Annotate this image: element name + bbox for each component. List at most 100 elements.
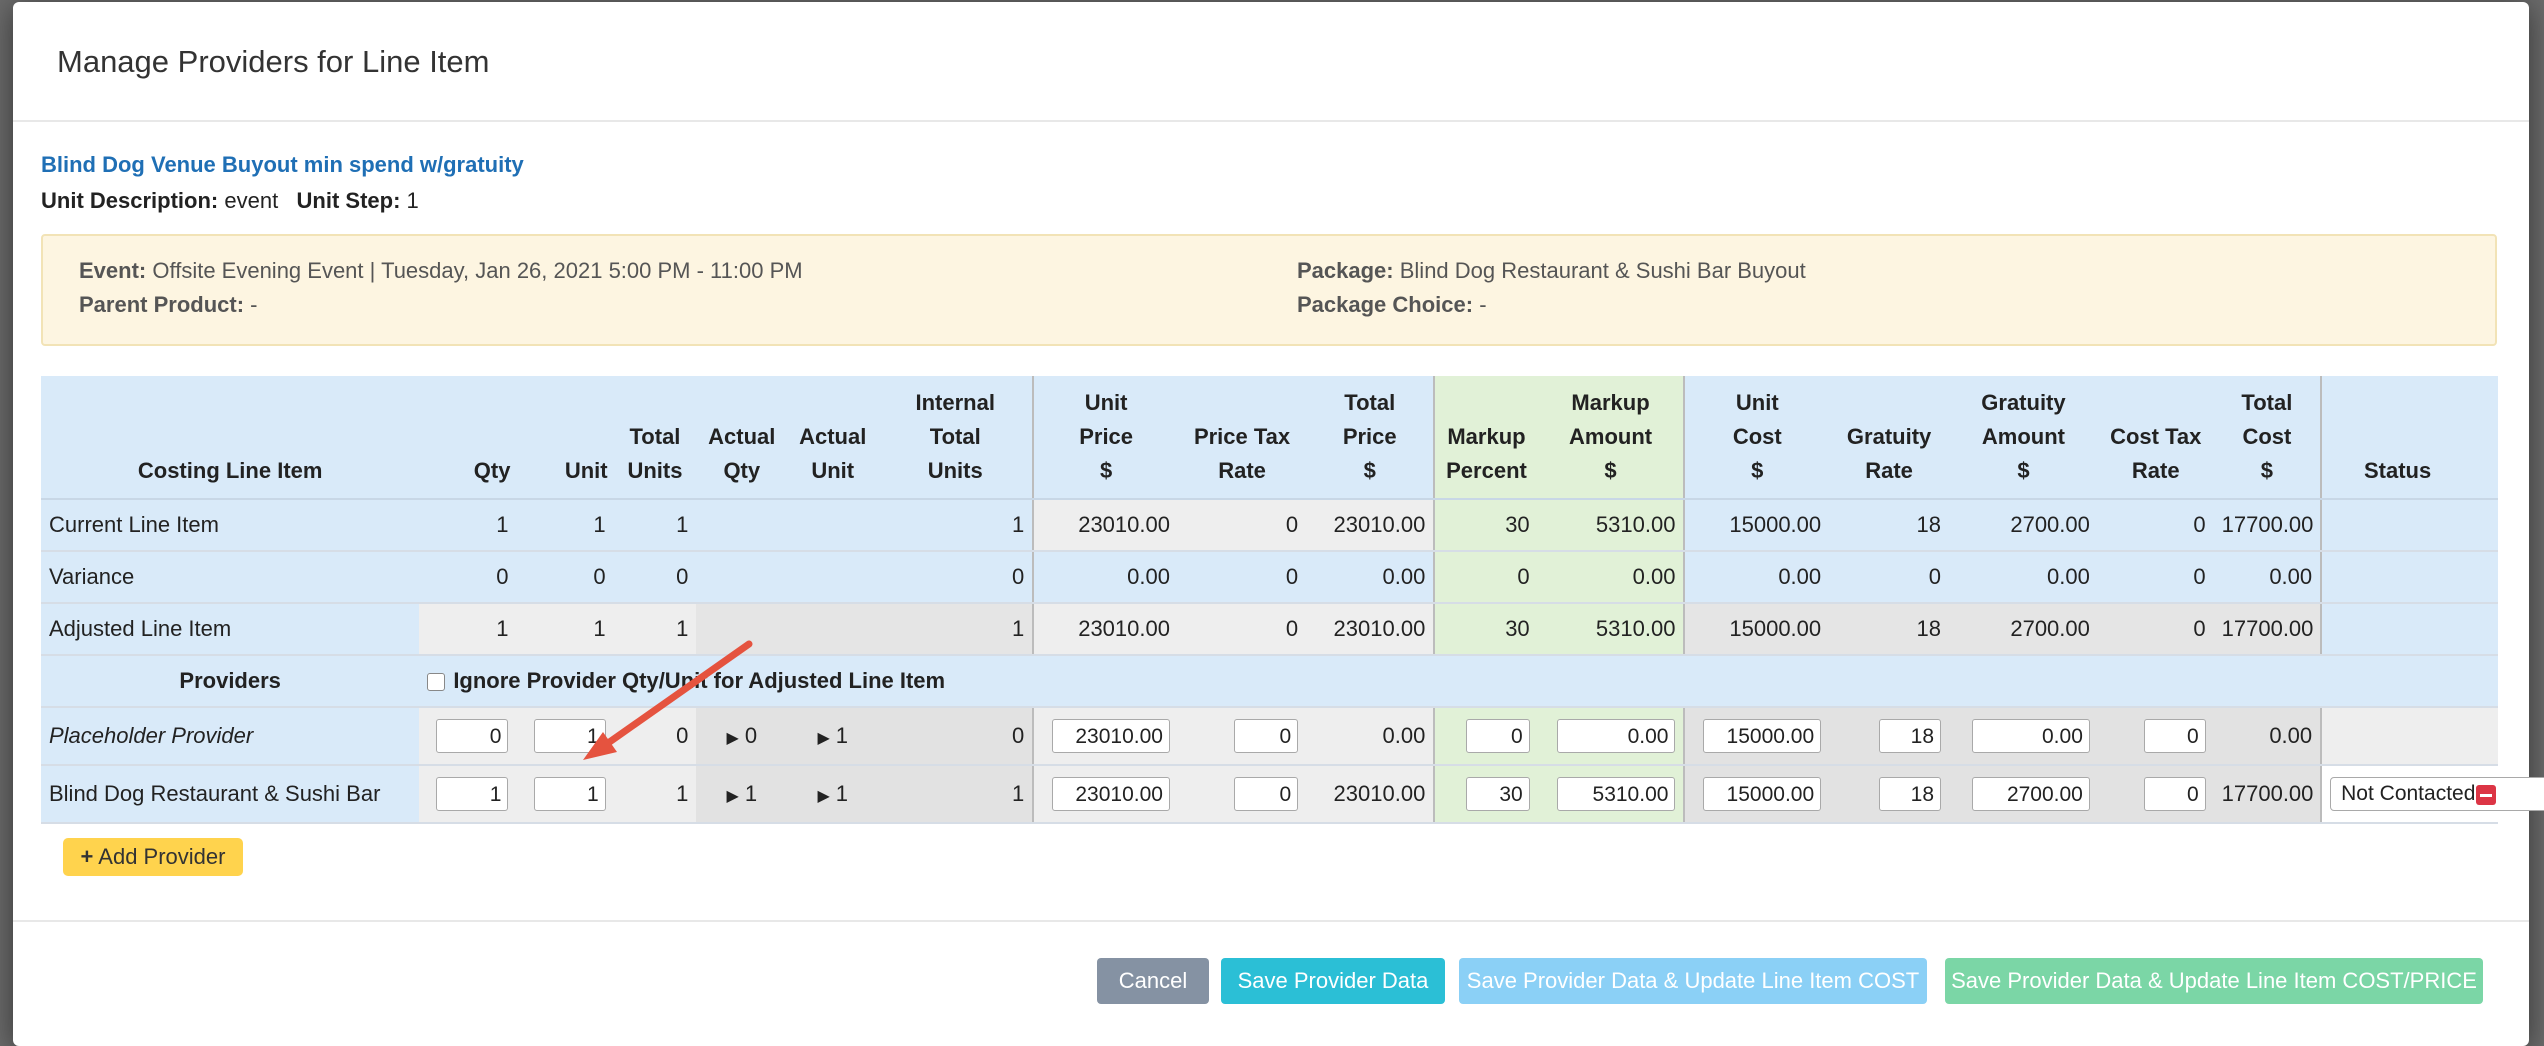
package-choice-value: -: [1479, 292, 1487, 317]
provider-markup-pct-input[interactable]: 0: [1465, 719, 1530, 753]
cell-cost-tax: 0: [2097, 603, 2214, 656]
event-info: Event: Offsite Evening Event | Tuesday, …: [79, 258, 803, 284]
provider-markup-pct-input[interactable]: 30: [1465, 777, 1530, 811]
save-update-cost-button[interactable]: Save Provider Data & Update Line Item CO…: [1459, 958, 1927, 1004]
provider-qty-input[interactable]: 1: [436, 777, 509, 811]
cell-total-cost: 17700.00: [2213, 603, 2322, 656]
provider-unit-input[interactable]: 1: [533, 719, 606, 753]
caret-right-icon: ▶: [726, 730, 739, 747]
col-total-price: Total Price $: [1306, 376, 1435, 500]
cell-grat-amt: 2700.00: [1949, 603, 2098, 656]
cell-total-price: 0.00: [1306, 551, 1435, 604]
provider-unit-price-input[interactable]: 23010.00: [1051, 719, 1170, 753]
cell-price-tax: 0: [1177, 551, 1307, 604]
ignore-provider-checkbox[interactable]: [427, 673, 446, 692]
provider-actual-unit[interactable]: ▶ 1: [787, 707, 879, 766]
cell-unit-price: 0.00: [1032, 551, 1178, 604]
col-markup-amount: Markup Amount $: [1537, 376, 1685, 500]
provider-grat-amt-input[interactable]: 0.00: [1971, 719, 2090, 753]
provider-markup-amt-input[interactable]: 0.00: [1557, 719, 1676, 753]
cell-actual-qty: [696, 499, 788, 552]
provider-status: [2320, 707, 2474, 766]
cell-status: [2320, 603, 2474, 656]
col-actions: [2473, 376, 2498, 500]
cancel-button[interactable]: Cancel: [1097, 958, 1209, 1004]
table-header-row: Costing Line Item Qty Unit Total Units Ac…: [41, 376, 2498, 500]
provider-cost-tax-input[interactable]: 0: [2143, 777, 2206, 811]
row-label: Variance: [41, 551, 420, 604]
cell-actions: [2473, 603, 2498, 656]
line-item-title[interactable]: Blind Dog Venue Buyout min spend w/gratu…: [41, 152, 524, 177]
unit-description-label: Unit Description:: [41, 188, 219, 213]
cell-actual-unit: [787, 603, 879, 656]
provider-cost-tax-input[interactable]: 0: [2143, 719, 2206, 753]
provider-actions: [2473, 707, 2498, 766]
cell-actual-qty: [696, 551, 788, 604]
provider-price-tax-input[interactable]: 0: [1234, 777, 1299, 811]
cell-markup-amt: 5310.00: [1537, 499, 1685, 552]
col-qty: Qty: [419, 376, 517, 500]
provider-unit-cost-input[interactable]: 15000.00: [1703, 777, 1822, 811]
provider-unit-input[interactable]: 1: [533, 777, 606, 811]
event-label: Event:: [79, 258, 147, 283]
col-cost-tax-rate: Cost Tax Rate: [2097, 376, 2214, 500]
remove-provider-icon[interactable]: [2475, 785, 2496, 806]
col-total-units: Total Units: [613, 376, 697, 500]
row-label: Current Line Item: [41, 499, 420, 552]
cell-cost-tax: 0: [2097, 499, 2214, 552]
cell-actions: [2473, 499, 2498, 552]
cell-price-tax: 0: [1177, 603, 1307, 656]
actual-unit-value: 1: [835, 723, 849, 748]
cell-internal: 0: [878, 551, 1034, 604]
cell-cost-tax: 0: [2097, 551, 2214, 604]
cell-grat-rate: 0: [1829, 551, 1950, 604]
cell-internal: 1: [878, 603, 1034, 656]
table-row-adjusted: Adjusted Line Item 1 1 1 1 23010.00 0 23…: [41, 603, 2498, 656]
add-provider-label: Add Provider: [98, 844, 226, 869]
add-provider-button[interactable]: + Add Provider: [63, 838, 243, 876]
cell-price-tax: 0: [1177, 499, 1307, 552]
modal-header: Manage Providers for Line Item: [13, 2, 2529, 122]
provider-status-select[interactable]: Not Contacted⬍: [2330, 777, 2544, 811]
provider-actual-unit[interactable]: ▶ 1: [787, 765, 879, 824]
provider-actual-qty[interactable]: ▶ 0: [696, 707, 788, 766]
cell-grat-amt: 0.00: [1949, 551, 2098, 604]
provider-markup-amt-input[interactable]: 5310.00: [1557, 777, 1676, 811]
cell-unit: 1: [516, 499, 614, 552]
provider-grat-amt-input[interactable]: 2700.00: [1971, 777, 2090, 811]
cell-markup-pct: 30: [1433, 499, 1538, 552]
event-value: Offsite Evening Event | Tuesday, Jan 26,…: [152, 258, 803, 283]
save-provider-data-button[interactable]: Save Provider Data: [1221, 958, 1445, 1004]
row-label: Adjusted Line Item: [41, 603, 420, 656]
cell-unit-cost: 15000.00: [1683, 603, 1830, 656]
unit-step-value: 1: [406, 188, 419, 213]
annotation-arrow-icon: [583, 640, 753, 760]
provider-name: Placeholder Provider: [41, 707, 420, 766]
provider-total-units: 1: [613, 765, 697, 824]
cell-markup-pct: 0: [1433, 551, 1538, 604]
col-status: Status: [2320, 376, 2474, 500]
cell-total-units: 0: [613, 551, 697, 604]
cell-qty: 1: [419, 499, 517, 552]
cell-qty: 1: [419, 603, 517, 656]
col-costing-line-item: Costing Line Item: [41, 376, 420, 500]
provider-price-tax-input[interactable]: 0: [1234, 719, 1299, 753]
provider-grat-rate-input[interactable]: 18: [1879, 777, 1942, 811]
provider-unit-cost-input[interactable]: 15000.00: [1703, 719, 1822, 753]
provider-internal: 1: [878, 765, 1034, 824]
modal-title: Manage Providers for Line Item: [57, 44, 490, 79]
parent-product-value: -: [250, 292, 258, 317]
unit-info: Unit Description: event Unit Step: 1: [41, 188, 419, 214]
event-info-box: Event: Offsite Evening Event | Tuesday, …: [41, 234, 2497, 346]
provider-actual-qty[interactable]: ▶ 1: [696, 765, 788, 824]
col-total-cost: Total Cost $: [2213, 376, 2322, 500]
provider-unit-price-input[interactable]: 23010.00: [1051, 777, 1170, 811]
cell-markup-amt: 5310.00: [1537, 603, 1685, 656]
provider-grat-rate-input[interactable]: 18: [1879, 719, 1942, 753]
save-update-cost-price-button[interactable]: Save Provider Data & Update Line Item CO…: [1945, 958, 2483, 1004]
col-actual-unit: Actual Unit: [787, 376, 879, 500]
cell-total-cost: 17700.00: [2213, 499, 2322, 552]
cell-markup-pct: 30: [1433, 603, 1538, 656]
cell-grat-rate: 18: [1829, 603, 1950, 656]
provider-qty-input[interactable]: 0: [436, 719, 509, 753]
